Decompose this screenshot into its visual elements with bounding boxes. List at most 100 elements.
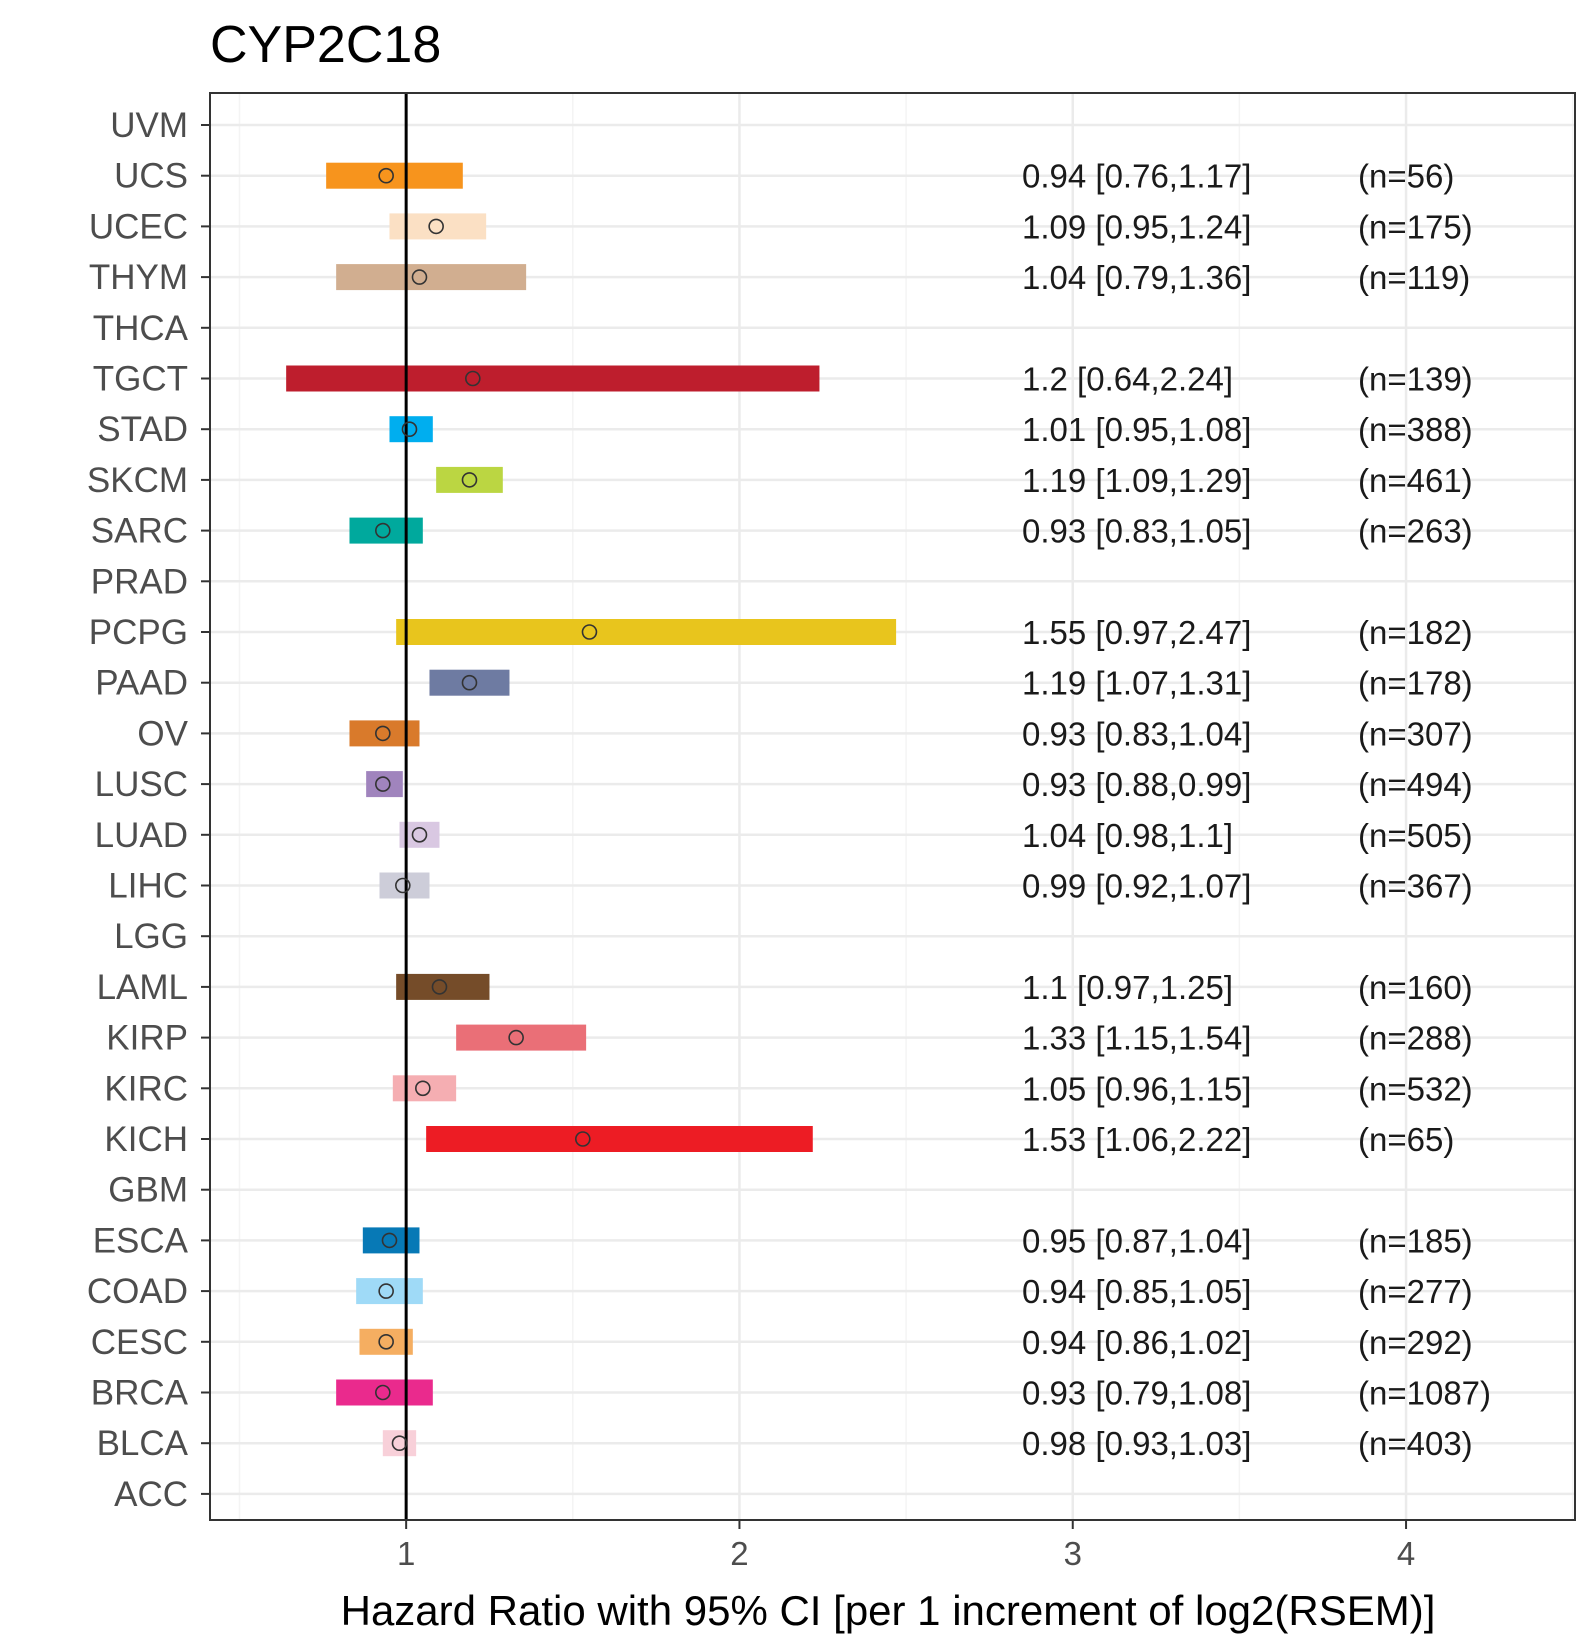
ci-bar-coad [356,1278,423,1305]
y-tick-label-gbm: GBM [108,1171,188,1210]
y-tick-label-pcpg: PCPG [89,613,188,652]
hr-point-pcpg [581,624,598,640]
y-tick-label-thca: THCA [93,309,189,348]
ci-bar-brca [336,1379,433,1406]
y-tick-label-lusc: LUSC [95,765,188,804]
hr-point-ucec [428,218,444,235]
x-tick-label: 2 [730,1535,748,1572]
hr-label-stad: 1.01 [0.95,1.08] [1022,411,1251,448]
y-tick-label-paad: PAAD [95,664,188,703]
hr-label-coad: 0.94 [0.85,1.05] [1022,1273,1251,1310]
y-tick-label-tgct: TGCT [93,360,188,399]
y-tick-label-blca: BLCA [97,1424,189,1463]
n-label-paad: (n=178) [1358,665,1473,702]
y-tick-label-kirc: KIRC [104,1069,188,1108]
point-layer [375,167,598,1451]
x-tick-label: 4 [1397,1535,1415,1572]
hr-point-luad [411,826,428,843]
hr-point-kirp [508,1029,524,1046]
ci-bar-paad [429,669,510,696]
ci-bar-stad [389,416,433,443]
hr-label-lihc: 0.99 [0.92,1.07] [1022,868,1251,905]
ci-bar-skcm [436,466,503,493]
y-tick-label-ucec: UCEC [89,207,188,246]
y-axis: UVM UCS UCEC THYM THCA TGCT STAD SKCM SARC PRAD PC… [87,106,210,1514]
ci-bar-cesc [359,1328,413,1355]
hr-point-cesc [378,1334,394,1350]
chart-title: CYP2C18 [210,16,441,74]
hr-point-lusc [375,776,391,792]
ci-bar-lusc [366,771,403,798]
hr-point-kirc [415,1080,431,1097]
ci-bar-sarc [349,517,423,544]
hr-label-ov: 0.93 [0.83,1.04] [1022,715,1251,752]
hr-label-ucec: 1.09 [0.95,1.24] [1022,208,1251,245]
y-tick-label-lgg: LGG [114,917,188,956]
ci-bar-kirp [456,1024,587,1051]
y-tick-label-stad: STAD [97,410,188,449]
y-tick-label-sarc: SARC [91,512,188,551]
n-label-brca: (n=1087) [1358,1375,1491,1412]
n-label-blca: (n=403) [1358,1425,1473,1462]
hr-point-thym [411,269,428,285]
hr-point-stad [401,421,418,438]
hr-label-tgct: 1.2 [0.64,2.24] [1022,361,1233,398]
y-tick-label-prad: PRAD [91,562,188,601]
n-label-laml: (n=160) [1358,969,1473,1006]
x-axis-title: Hazard Ratio with 95% CI [per 1 incremen… [341,1587,1436,1634]
ci-bar-ucs [326,162,463,189]
ci-bar-laml [396,973,490,1000]
ci-bar-ucec [389,213,487,240]
hr-label-luad: 1.04 [0.98,1.1] [1022,817,1233,854]
hr-point-paad [461,674,478,691]
hr-point-kich [574,1131,591,1147]
hr-point-sarc [375,522,391,539]
n-label-thym: (n=119) [1358,259,1470,296]
n-label-tgct: (n=139) [1358,361,1473,398]
ci-bar-tgct [286,365,820,392]
y-tick-label-uvm: UVM [110,106,188,145]
y-tick-label-esca: ESCA [93,1221,189,1260]
hr-label-brca: 0.93 [0.79,1.08] [1022,1375,1251,1412]
hr-label-thym: 1.04 [0.79,1.36] [1022,259,1251,296]
hr-point-skcm [461,472,478,488]
hr-label-ucs: 0.94 [0.76,1.17] [1022,158,1251,195]
n-label-cesc: (n=292) [1358,1324,1473,1361]
y-tick-label-lihc: LIHC [108,867,188,906]
hr-label-blca: 0.98 [0.93,1.03] [1022,1425,1251,1462]
hr-point-tgct [465,370,481,387]
hr-point-lihc [395,877,411,894]
x-tick-label: 1 [397,1535,415,1572]
y-tick-label-coad: COAD [87,1272,188,1311]
hr-annotations: 0.94 [0.76,1.17] (n=56) 1.09 [0.95,1.24] (n… [1022,158,1491,1462]
n-label-pcpg: (n=182) [1358,614,1473,651]
hr-label-kirp: 1.33 [1.15,1.54] [1022,1020,1251,1057]
hr-label-kirc: 1.05 [0.96,1.15] [1022,1070,1251,1107]
n-label-kich: (n=65) [1358,1121,1454,1158]
y-tick-label-kirp: KIRP [106,1019,188,1058]
hr-label-skcm: 1.19 [1.09,1.29] [1022,462,1251,499]
y-tick-label-kich: KICH [104,1120,188,1159]
hr-label-laml: 1.1 [0.97,1.25] [1022,969,1233,1006]
ci-bar-pcpg [396,619,897,645]
ci-bar-kirc [392,1075,457,1102]
y-tick-label-luad: LUAD [95,816,188,855]
n-label-ucec: (n=175) [1358,208,1473,245]
ci-bar-thym [336,264,527,291]
y-tick-label-ov: OV [137,714,188,753]
hr-label-esca: 0.95 [0.87,1.04] [1022,1222,1251,1259]
n-label-kirp: (n=288) [1358,1020,1473,1057]
n-label-esca: (n=185) [1358,1222,1473,1259]
n-label-coad: (n=277) [1358,1273,1473,1310]
y-tick-label-laml: LAML [97,968,188,1007]
ci-bar-blca [382,1430,417,1457]
hr-label-paad: 1.19 [1.07,1.31] [1022,665,1251,702]
y-tick-label-skcm: SKCM [87,461,188,500]
n-label-ov: (n=307) [1358,715,1473,752]
bar-layer [286,162,897,1457]
x-axis: 1 2 3 4 [397,1520,1415,1572]
y-tick-label-ucs: UCS [114,157,188,196]
y-tick-label-acc: ACC [114,1475,188,1514]
